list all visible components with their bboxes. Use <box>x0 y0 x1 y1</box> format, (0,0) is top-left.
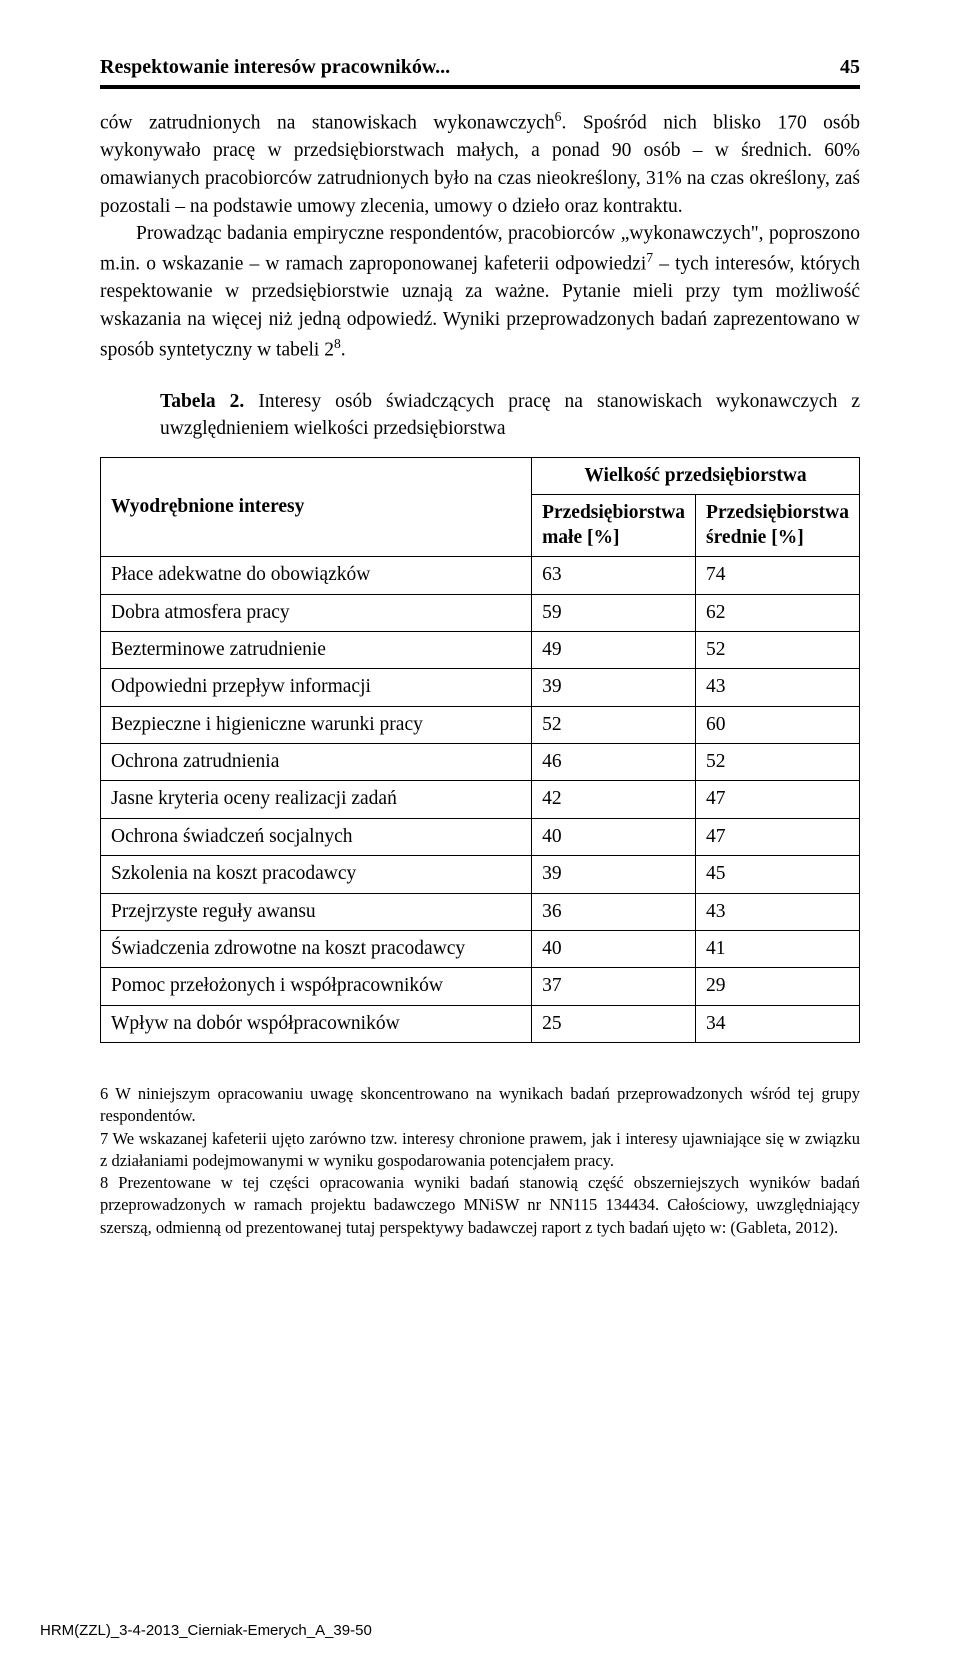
footnote-mark-8: 8 <box>334 336 341 351</box>
table-row: Ochrona świadczeń socjalnych4047 <box>101 818 860 855</box>
table-row: Pomoc przełożonych i współpracowników372… <box>101 968 860 1005</box>
table-cell-value: 42 <box>532 781 696 818</box>
table-caption: Tabela 2. Interesy osób świadczących pra… <box>160 388 860 443</box>
table-row: Bezpieczne i higieniczne warunki pracy52… <box>101 706 860 743</box>
body-paragraph-2: Prowadząc badania empiryczne respondentó… <box>100 220 860 363</box>
page-number: 45 <box>820 56 860 79</box>
header-rule <box>100 85 860 89</box>
table-cell-value: 29 <box>696 968 860 1005</box>
body-text: . <box>341 339 346 360</box>
table-cell-value: 49 <box>532 631 696 668</box>
table-cell-label: Bezpieczne i higieniczne warunki pracy <box>101 706 532 743</box>
table-cell-value: 43 <box>696 893 860 930</box>
table-cell-label: Wpływ na dobór współpracowników <box>101 1005 532 1042</box>
footnote-6: 6 W niniejszym opracowaniu uwagę skoncen… <box>100 1083 860 1128</box>
table-row: Płace adekwatne do obowiązków6374 <box>101 557 860 594</box>
table-cell-label: Świadczenia zdrowotne na koszt pracodawc… <box>101 930 532 967</box>
footnote-7: 7 We wskazanej kafeterii ujęto zarówno t… <box>100 1128 860 1173</box>
table-row: Przejrzyste reguły awansu3643 <box>101 893 860 930</box>
table-row: Dobra atmosfera pracy5962 <box>101 594 860 631</box>
body-paragraph-1: ców zatrudnionych na stanowiskach wykona… <box>100 107 860 220</box>
table-caption-text: Interesy osób świadczących pracę na stan… <box>160 391 860 440</box>
table-row: Świadczenia zdrowotne na koszt pracodawc… <box>101 930 860 967</box>
table-cell-value: 47 <box>696 781 860 818</box>
table-cell-label: Jasne kryteria oceny realizacji zadań <box>101 781 532 818</box>
table-cell-label: Przejrzyste reguły awansu <box>101 893 532 930</box>
table-cell-label: Dobra atmosfera pracy <box>101 594 532 631</box>
running-head: Respektowanie interesów pracowników... 4… <box>100 56 860 79</box>
table-caption-label: Tabela 2. <box>160 391 244 412</box>
table-row: Ochrona zatrudnienia4652 <box>101 744 860 781</box>
table-cell-value: 47 <box>696 818 860 855</box>
table-cell-value: 63 <box>532 557 696 594</box>
table-cell-value: 52 <box>696 744 860 781</box>
table-row: Wpływ na dobór współpracowników2534 <box>101 1005 860 1042</box>
table-cell-value: 45 <box>696 856 860 893</box>
page: Respektowanie interesów pracowników... 4… <box>0 0 960 1665</box>
table-header-col3: Przedsiębiorstwa średnie [%] <box>696 495 860 557</box>
table-row: Odpowiedni przepływ informacji3943 <box>101 669 860 706</box>
table-header-row: Wyodrębnione interesy Wielkość przedsięb… <box>101 458 860 495</box>
table-cell-label: Bezterminowe zatrudnienie <box>101 631 532 668</box>
table-cell-value: 43 <box>696 669 860 706</box>
body-text: ców zatrudnionych na stanowiskach wykona… <box>100 113 555 134</box>
table-header-span: Wielkość przedsiębiorstwa <box>532 458 860 495</box>
table-cell-label: Pomoc przełożonych i współpracowników <box>101 968 532 1005</box>
table-row: Jasne kryteria oceny realizacji zadań424… <box>101 781 860 818</box>
table-cell-value: 37 <box>532 968 696 1005</box>
running-head-title: Respektowanie interesów pracowników... <box>100 56 820 79</box>
footer-slug: HRM(ZZL)_3-4-2013_Cierniak-Emerych_A_39-… <box>40 1622 372 1639</box>
table-cell-value: 52 <box>532 706 696 743</box>
table-cell-label: Ochrona zatrudnienia <box>101 744 532 781</box>
table-cell-label: Odpowiedni przepływ informacji <box>101 669 532 706</box>
footnotes: 6 W niniejszym opracowaniu uwagę skoncen… <box>100 1083 860 1239</box>
table-cell-value: 40 <box>532 818 696 855</box>
table-cell-value: 62 <box>696 594 860 631</box>
table-cell-value: 52 <box>696 631 860 668</box>
table-cell-value: 74 <box>696 557 860 594</box>
table-cell-label: Szkolenia na koszt pracodawcy <box>101 856 532 893</box>
table-row: Szkolenia na koszt pracodawcy3945 <box>101 856 860 893</box>
footnote-mark-6: 6 <box>555 109 562 124</box>
data-table: Wyodrębnione interesy Wielkość przedsięb… <box>100 457 860 1043</box>
table-row: Bezterminowe zatrudnienie4952 <box>101 631 860 668</box>
table-cell-label: Ochrona świadczeń socjalnych <box>101 818 532 855</box>
table-cell-value: 39 <box>532 856 696 893</box>
table-cell-value: 59 <box>532 594 696 631</box>
table-cell-value: 40 <box>532 930 696 967</box>
table-cell-value: 46 <box>532 744 696 781</box>
table-cell-value: 60 <box>696 706 860 743</box>
table-cell-value: 25 <box>532 1005 696 1042</box>
table-cell-value: 39 <box>532 669 696 706</box>
table-cell-value: 36 <box>532 893 696 930</box>
table-cell-label: Płace adekwatne do obowiązków <box>101 557 532 594</box>
footnote-8: 8 Prezentowane w tej części opracowania … <box>100 1172 860 1239</box>
table-header-col2: Przedsiębiorstwa małe [%] <box>532 495 696 557</box>
table-header-col1: Wyodrębnione interesy <box>101 458 532 557</box>
table-cell-value: 41 <box>696 930 860 967</box>
table-body: Płace adekwatne do obowiązków6374 Dobra … <box>101 557 860 1043</box>
table-cell-value: 34 <box>696 1005 860 1042</box>
